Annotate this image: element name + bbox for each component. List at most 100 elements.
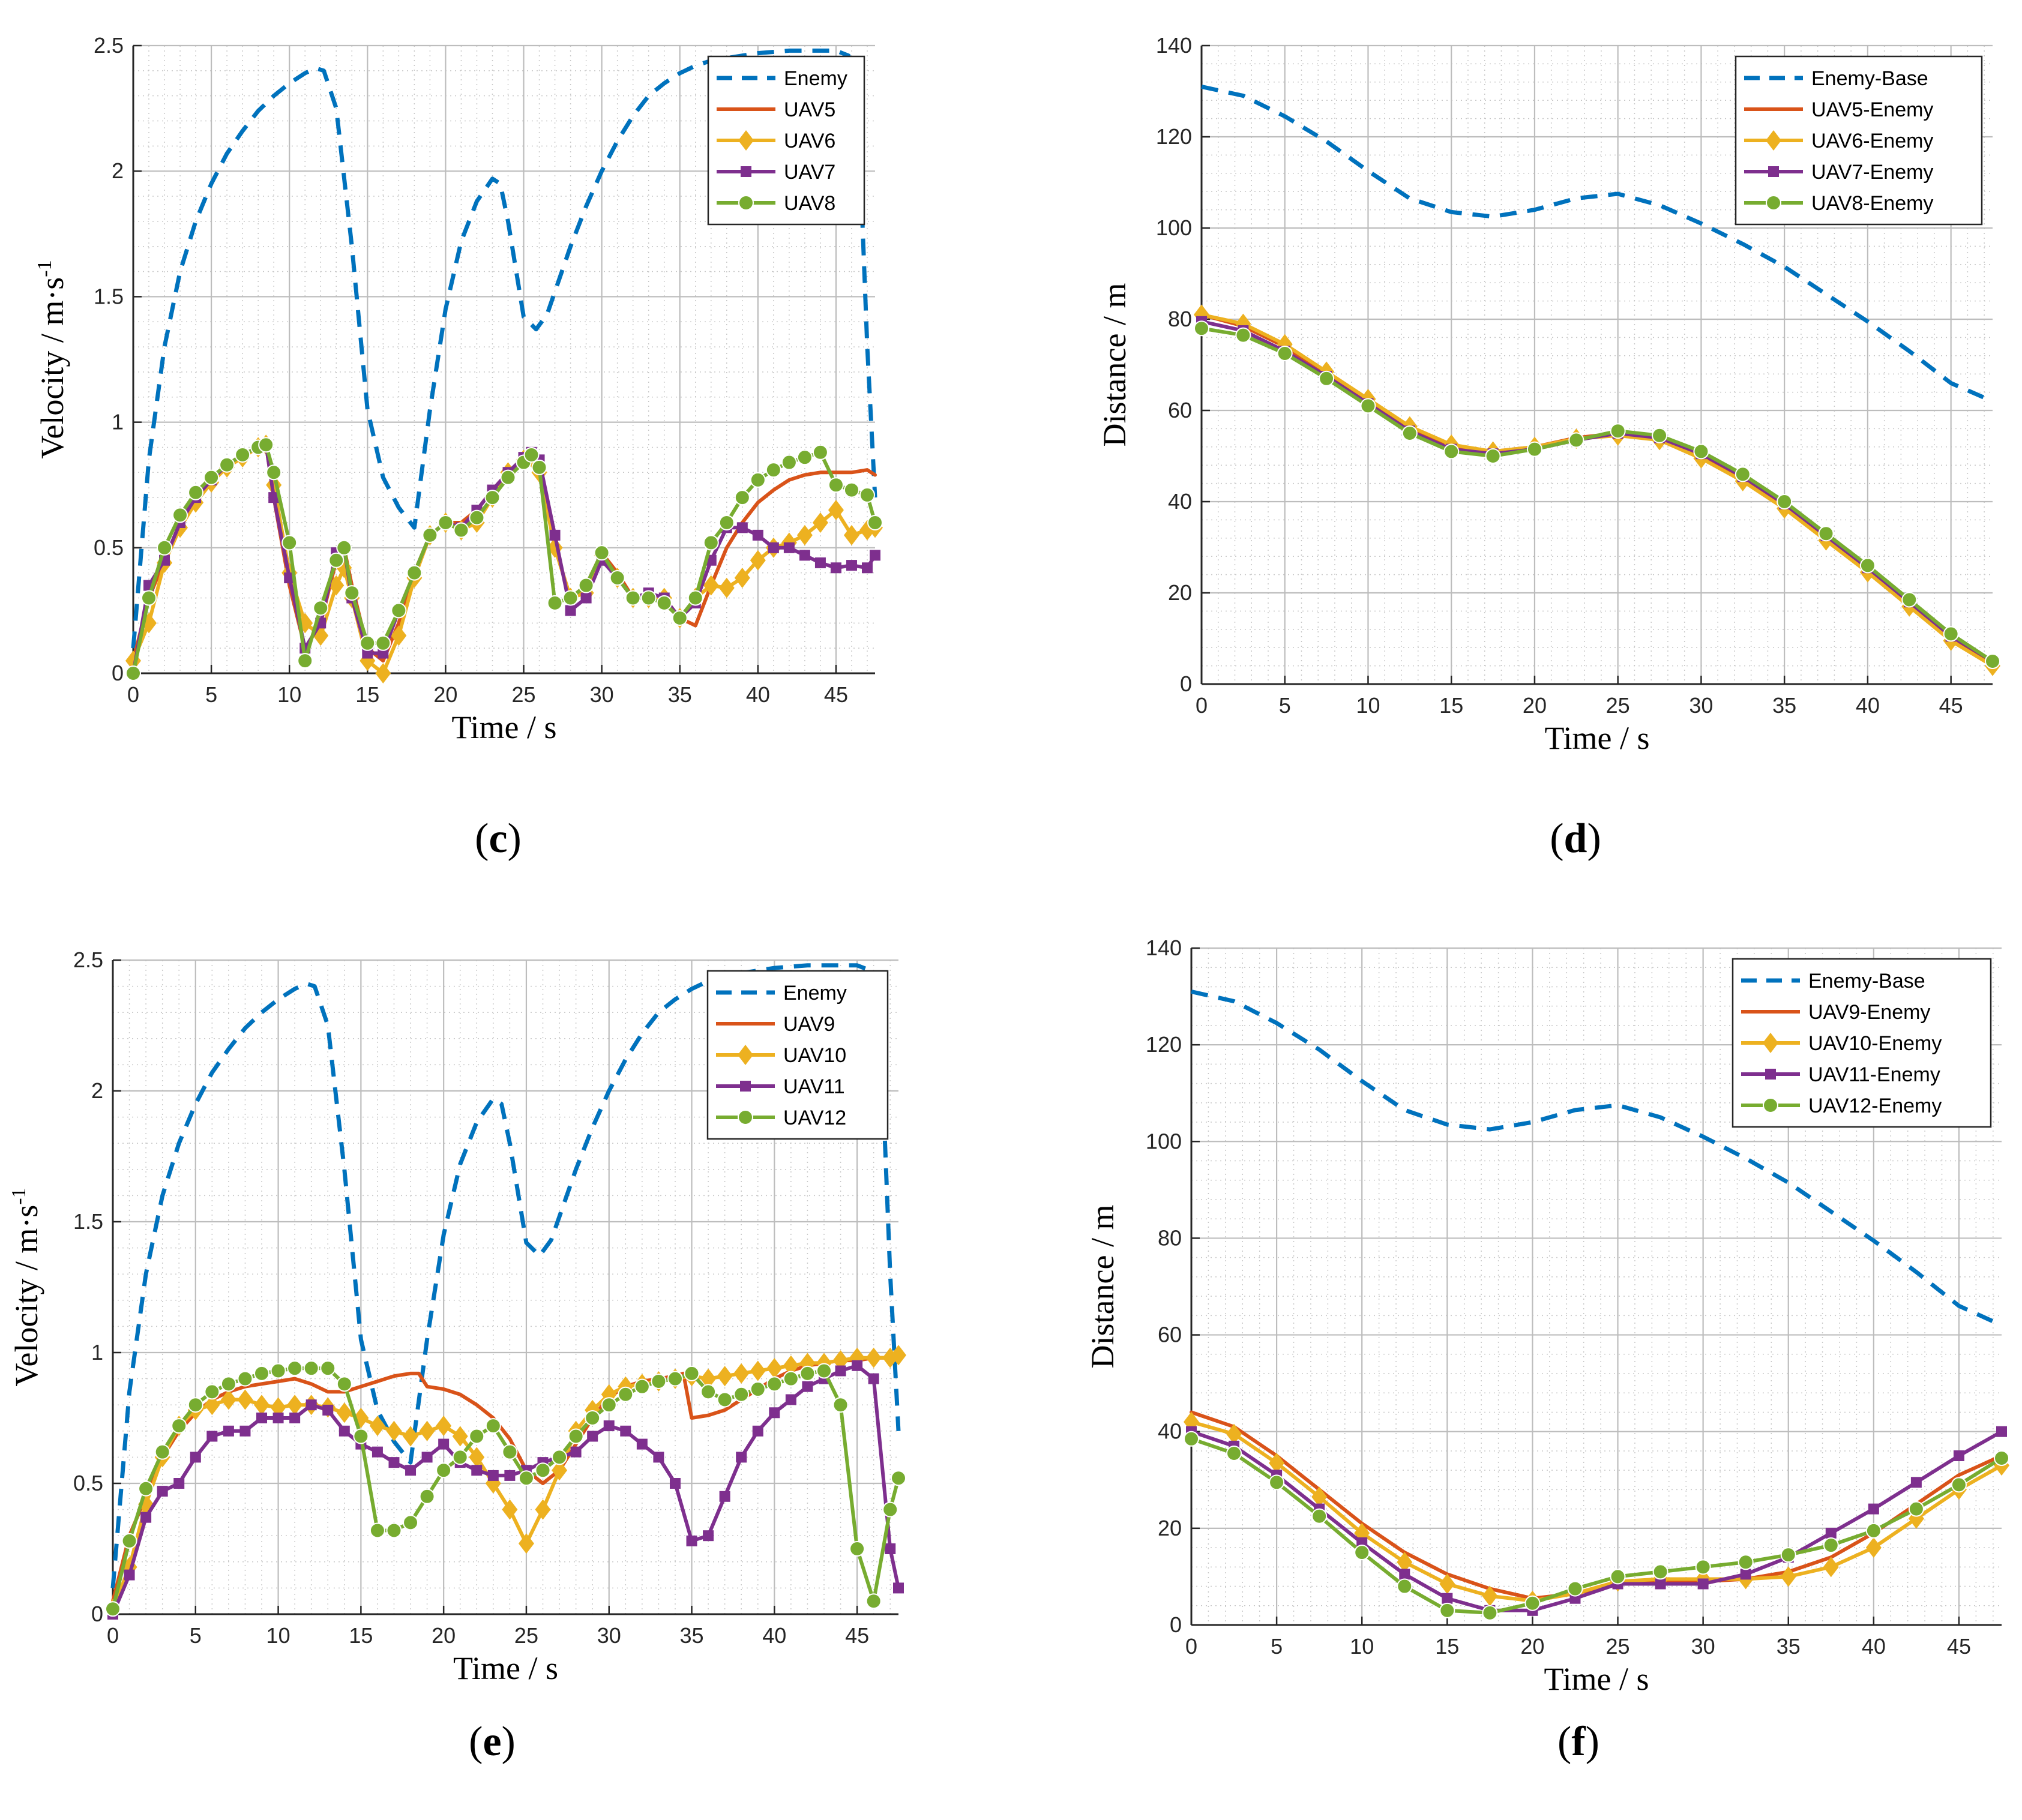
series-uav12-marker <box>485 1418 501 1434</box>
y-tick-label: 1.5 <box>94 284 124 308</box>
series-uav6-marker <box>328 575 345 596</box>
series-uav6-marker <box>703 575 719 596</box>
series-uav12-enemy-marker <box>1439 1602 1455 1618</box>
series-uav12 <box>105 1360 906 1617</box>
series-uav11-enemy-marker <box>1953 1450 1964 1461</box>
x-tick-label: 35 <box>1772 693 1796 718</box>
series-uav12-enemy-marker <box>1567 1581 1583 1597</box>
series-uav11-enemy-marker <box>1996 1426 2007 1437</box>
series-uav10-marker <box>717 1366 733 1387</box>
series-uav11-marker <box>719 1491 730 1502</box>
x-tick-label: 20 <box>433 682 457 707</box>
series-uav12-enemy-marker <box>1695 1559 1711 1575</box>
series-uav8-enemy-marker <box>1693 443 1709 460</box>
y-tick-label: 1.5 <box>73 1209 103 1234</box>
series-uav8-marker <box>188 484 204 500</box>
series-uav12-marker <box>849 1541 865 1557</box>
series-uav8-enemy-marker <box>1401 425 1418 441</box>
legend-uav6-marker <box>738 130 754 151</box>
legend-uav7-marker <box>741 166 751 177</box>
series-uav12-marker <box>766 1376 783 1392</box>
series-uav10-enemy-marker <box>1226 1423 1242 1444</box>
series-uav12-enemy-marker <box>1482 1605 1498 1621</box>
series-uav11-marker <box>487 1470 499 1481</box>
series-uav7-marker <box>768 542 779 553</box>
series-uav10-marker <box>552 1460 568 1481</box>
series-uav12-marker <box>651 1373 667 1389</box>
series-uav8-marker <box>594 545 610 561</box>
series-uav8-enemy-marker <box>1985 653 2000 669</box>
y-tick-label: 80 <box>1168 307 1192 331</box>
series-uav6-marker <box>375 663 391 683</box>
x-tick-label: 45 <box>1939 693 1963 718</box>
y-axis-label-text: Distance / m <box>1097 283 1133 447</box>
x-tick-label: 15 <box>1435 1634 1459 1659</box>
panel-label-close-paren: ) <box>508 815 522 862</box>
series-uav7-marker <box>736 522 748 533</box>
x-tick-label: 40 <box>762 1623 786 1648</box>
chart-d: 0 5 10 15 20 25 30 35 40 45 0 20 40 60 80 100 120 140 Time… <box>1097 33 2000 862</box>
series-uav12-marker <box>254 1365 270 1381</box>
series-uav8-marker <box>750 472 766 488</box>
y-axis-label-text: Distance / m <box>1085 1205 1121 1369</box>
series-uav8-marker <box>453 522 469 538</box>
series-uav8-marker <box>734 490 750 506</box>
legend-uav10-enemy-marker <box>1763 1033 1778 1053</box>
series-uav10-marker <box>783 1355 799 1376</box>
y-tick-label: 0.5 <box>94 535 124 560</box>
chart-f: 0 5 10 15 20 25 30 35 40 45 0 20 40 60 80 100 120 140 Time… <box>1085 936 2009 1765</box>
series-uav12-marker <box>171 1418 187 1434</box>
x-tick-label: 10 <box>1350 1634 1374 1659</box>
panel-label-letter: d <box>1564 815 1587 862</box>
series-uav6-marker <box>812 512 828 533</box>
series-uav11-marker <box>206 1431 218 1442</box>
y-tick-label: 140 <box>1146 936 1182 960</box>
series-uav12-marker <box>336 1376 352 1392</box>
x-axis-label: Time / s <box>1544 1661 1649 1697</box>
series-enemy-base <box>1191 990 2003 1327</box>
series-uav8-marker <box>313 600 329 616</box>
series-uav12-marker <box>684 1365 700 1381</box>
series-uav11-marker <box>603 1420 615 1432</box>
series-uav8-enemy-marker <box>1526 441 1542 457</box>
x-tick-label: 25 <box>514 1623 538 1648</box>
series-uav8-marker <box>297 653 313 669</box>
series-uav12-marker <box>369 1522 385 1539</box>
series-line-uav10-enemy <box>1190 1420 2003 1603</box>
series-uav12-marker <box>303 1360 319 1377</box>
series-uav10-marker <box>287 1395 303 1416</box>
legend-label-uav7: UAV7 <box>784 161 835 184</box>
series-uav11-marker <box>223 1425 234 1437</box>
series-uav12-marker <box>187 1397 203 1413</box>
series-uav8-marker <box>828 477 844 493</box>
series-uav11-enemy-marker <box>1655 1578 1666 1590</box>
series-uav11-marker <box>769 1407 780 1419</box>
series-uav11-enemy-marker <box>1399 1569 1410 1580</box>
series-uav7-marker <box>870 550 880 561</box>
series-uav11-marker <box>852 1360 863 1371</box>
series-uav12-marker <box>469 1428 485 1444</box>
series-uav12-marker <box>353 1428 369 1444</box>
series-uav8-marker <box>672 610 688 626</box>
series-uav12-marker <box>733 1386 750 1402</box>
series-uav8-enemy-marker <box>1485 448 1501 464</box>
legend-label-uav12: UAV12 <box>783 1107 846 1129</box>
series-uav8-marker <box>656 595 672 611</box>
x-axis-label: Time / s <box>451 709 556 745</box>
x-tick-label: 5 <box>205 682 217 707</box>
legend-label-uav11: UAV11 <box>783 1075 845 1098</box>
x-tick-label: 35 <box>680 1623 704 1648</box>
series-uav10-marker <box>750 1360 766 1381</box>
series-uav8-marker <box>812 444 828 460</box>
series-uav8-marker <box>266 464 282 481</box>
series-uav11-marker <box>785 1394 796 1405</box>
y-tick-label: 100 <box>1156 215 1192 240</box>
series-uav8-marker <box>500 469 516 485</box>
series-uav8-enemy-marker <box>1443 443 1460 460</box>
series-uav12-enemy-marker <box>1311 1508 1328 1524</box>
x-tick-label: 45 <box>824 682 848 707</box>
series-uav8-marker <box>281 535 298 551</box>
series-uav10-marker <box>386 1420 402 1441</box>
series-uav8-marker <box>406 565 423 581</box>
series-uav10-enemy-marker <box>1865 1537 1882 1558</box>
